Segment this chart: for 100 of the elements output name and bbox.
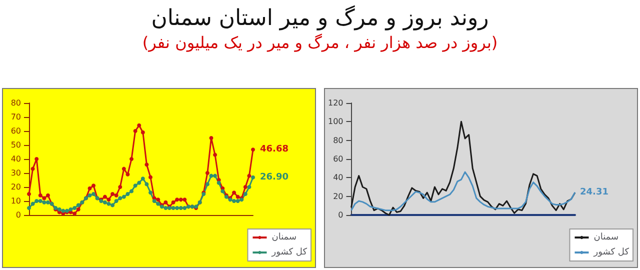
point [247,174,252,178]
point [126,172,130,176]
y-tick-label: 0 [338,210,344,220]
point [46,200,50,204]
y-tick-label: 0 [16,210,21,220]
y-tick-label: 50 [10,140,21,150]
point [68,207,73,212]
point [92,184,96,188]
point [118,196,122,200]
point [92,192,96,196]
point [76,207,80,212]
point [178,198,183,202]
legend-label: سمنان [272,232,297,242]
point [205,182,210,186]
point [42,200,46,204]
y-tick-label: 10 [10,196,21,206]
y-tick-label: 20 [10,182,21,192]
text: روند بروز و مرگ و میر استان سمنان [150,4,490,31]
y-tick-label: 60 [10,126,21,136]
point [213,174,218,178]
point [205,171,210,175]
legend-label: سمنان [594,232,619,242]
point [137,123,142,128]
legend-label: کل کشور [592,248,630,258]
point [236,194,240,199]
point [118,185,122,189]
point [148,175,152,180]
point [171,206,176,210]
point [133,129,138,133]
point [178,206,183,210]
point [122,194,126,199]
point [38,193,42,198]
point [236,199,240,203]
point [27,206,31,210]
point [88,193,92,198]
point [72,212,77,216]
y-tick-label: 40 [333,173,344,182]
point [144,162,149,167]
point [148,190,152,195]
data-label: 46.68 [260,144,288,155]
point [251,175,255,180]
point [61,208,66,213]
point [182,198,187,202]
point [46,193,50,198]
point [110,192,115,196]
y-tick-label: 20 [333,192,344,201]
point [182,206,187,210]
point [156,202,160,206]
point [42,196,46,200]
point [213,152,218,157]
point [232,199,236,203]
point [140,130,145,134]
point [216,180,221,185]
point [209,174,214,178]
point [130,189,134,194]
point [209,136,214,140]
point [88,186,92,190]
y-tick-label: 80 [10,98,21,108]
point [76,203,80,208]
y-tick-label: 70 [10,112,21,122]
point [164,206,168,210]
point [30,202,35,206]
point [106,198,111,202]
point [106,202,111,206]
point [27,192,31,196]
point [57,207,62,212]
point [34,199,39,203]
y-tick-label: 100 [328,117,344,126]
point [164,200,168,204]
point [243,192,248,196]
point [30,166,35,171]
line-series [350,120,576,216]
line-series [350,171,576,212]
y-tick-label: 40 [10,154,21,164]
data-label: 24.31 [580,187,608,198]
point [175,198,180,202]
point [102,194,107,199]
point [140,176,145,181]
point [102,200,107,204]
point [232,190,236,195]
point [114,199,118,203]
point [247,185,252,189]
y-tick-label: 30 [10,168,21,178]
point [126,192,130,196]
text: (بروز در صد هزار نفر ، مرگ و میر در یک میلیون نفر) [141,33,499,52]
point [34,157,39,161]
point [251,148,255,152]
y-tick-label: 80 [333,136,344,145]
point [137,180,142,185]
point [133,184,138,188]
point [110,203,115,208]
point [130,157,134,161]
point [171,200,176,204]
point [72,206,77,210]
data-label: 26.90 [260,172,288,182]
y-tick-label: 120 [328,98,344,108]
point [243,185,248,189]
point [38,199,42,203]
point [114,193,118,198]
point [144,182,149,186]
